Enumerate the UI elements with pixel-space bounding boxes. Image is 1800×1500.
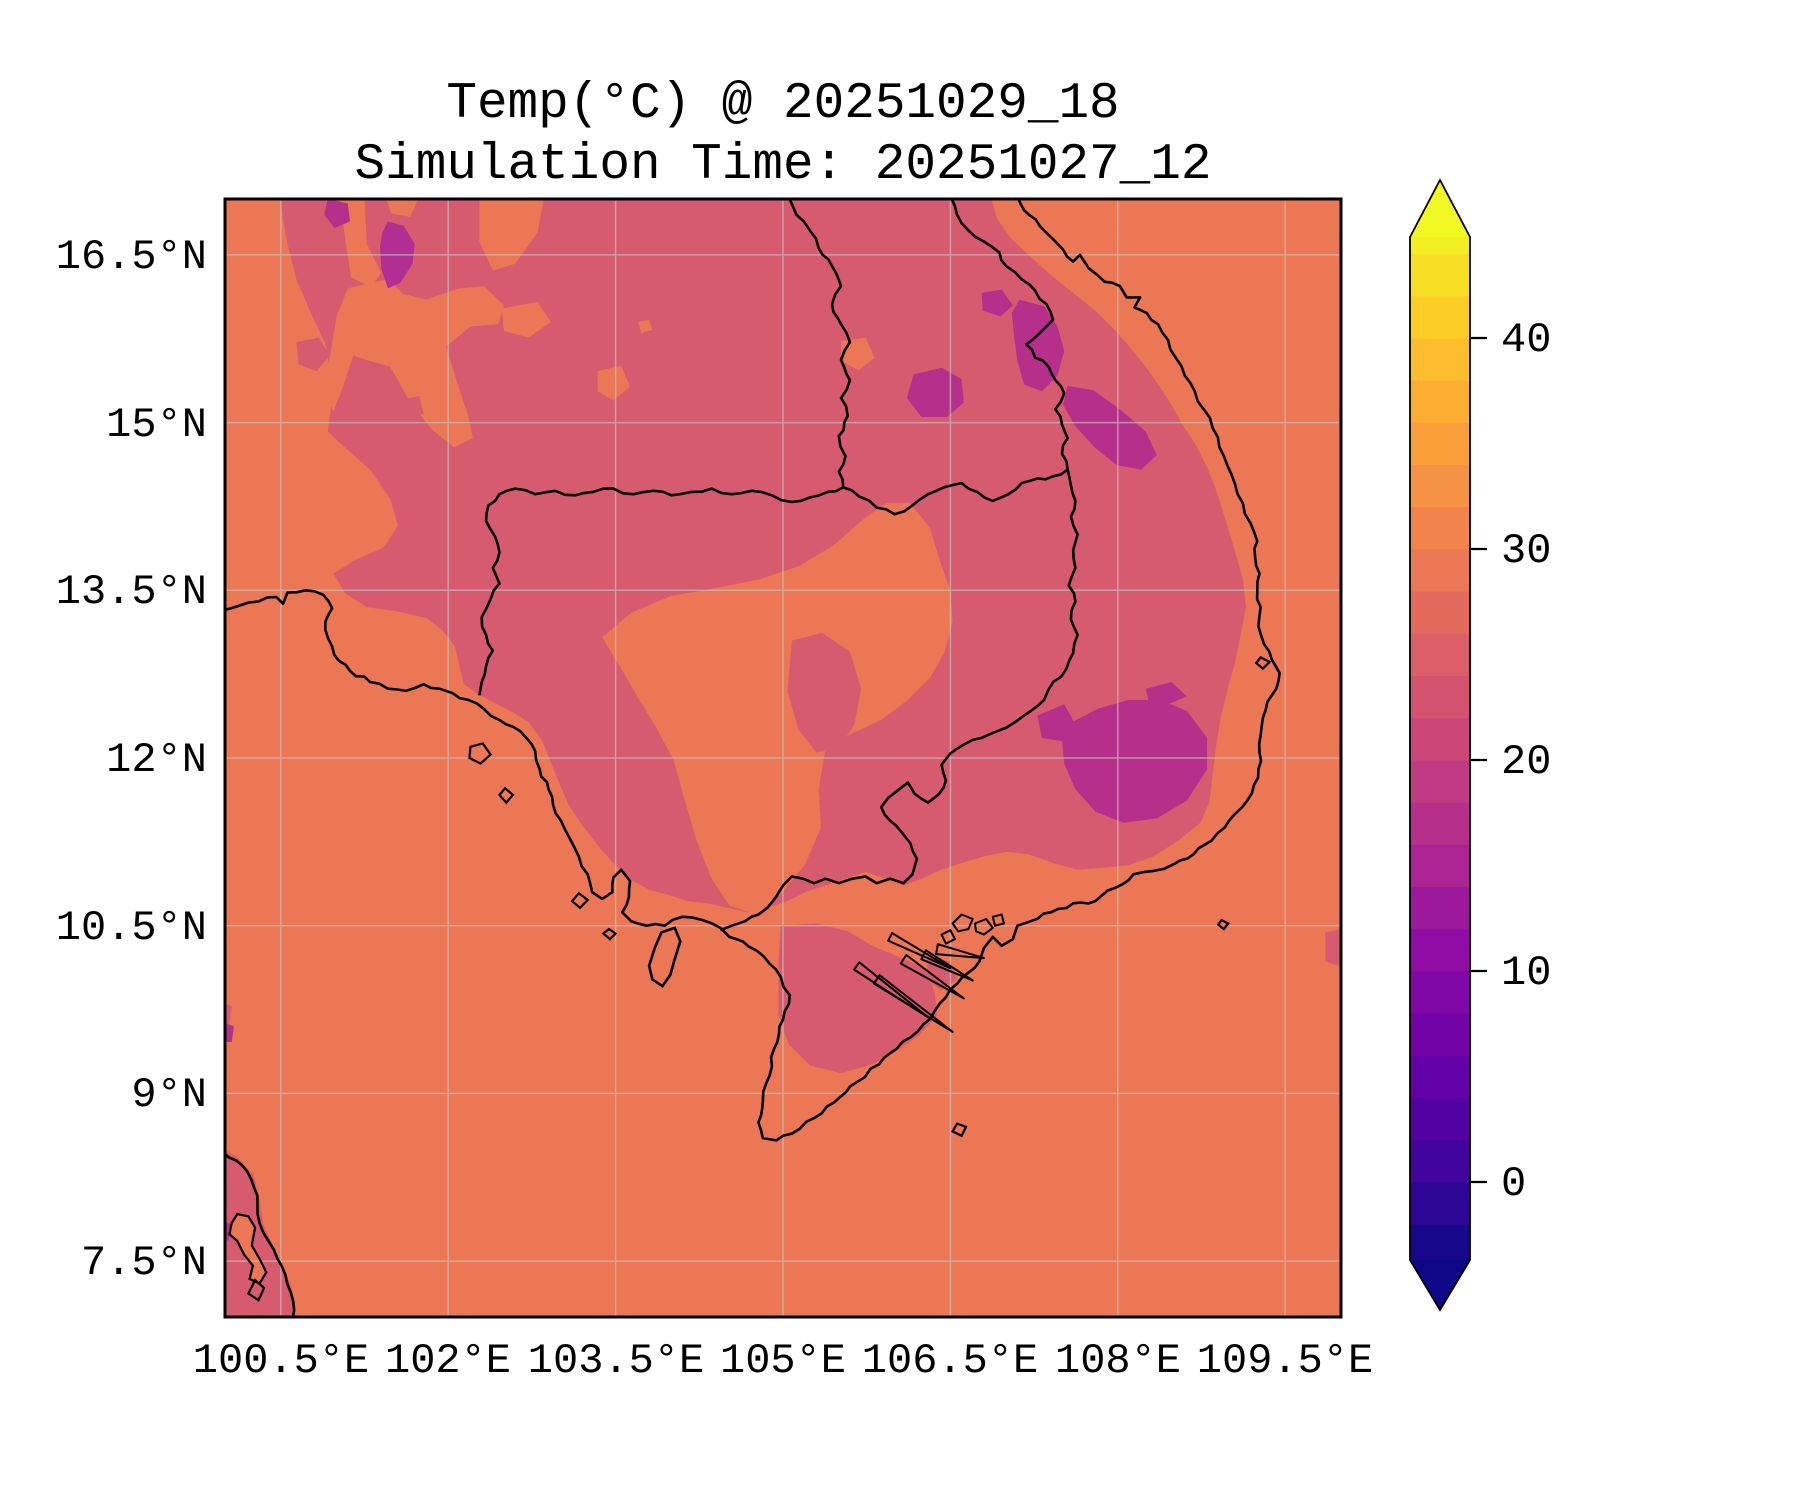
svg-text:102°E: 102°E [385, 1337, 511, 1385]
svg-text:16.5°N: 16.5°N [56, 233, 207, 281]
svg-text:Temp(°C) @ 20251029_18: Temp(°C) @ 20251029_18 [446, 76, 1119, 133]
svg-text:9°N: 9°N [131, 1071, 207, 1119]
svg-text:Simulation Time: 20251027_12: Simulation Time: 20251027_12 [355, 137, 1212, 194]
svg-text:7.5°N: 7.5°N [81, 1239, 207, 1287]
svg-text:40: 40 [1501, 316, 1551, 364]
svg-text:30: 30 [1501, 527, 1551, 575]
svg-text:105°E: 105°E [720, 1337, 846, 1385]
svg-text:15°N: 15°N [106, 401, 207, 449]
svg-text:13.5°N: 13.5°N [56, 568, 207, 616]
svg-text:20: 20 [1501, 738, 1551, 786]
svg-text:103.5°E: 103.5°E [528, 1337, 704, 1385]
svg-text:100.5°E: 100.5°E [193, 1337, 369, 1385]
svg-text:108°E: 108°E [1055, 1337, 1181, 1385]
svg-text:0: 0 [1501, 1160, 1526, 1208]
svg-text:106.5°E: 106.5°E [862, 1337, 1038, 1385]
svg-text:12°N: 12°N [106, 736, 207, 784]
svg-text:10: 10 [1501, 949, 1551, 997]
svg-text:10.5°N: 10.5°N [56, 904, 207, 952]
svg-text:109.5°E: 109.5°E [1197, 1337, 1373, 1385]
